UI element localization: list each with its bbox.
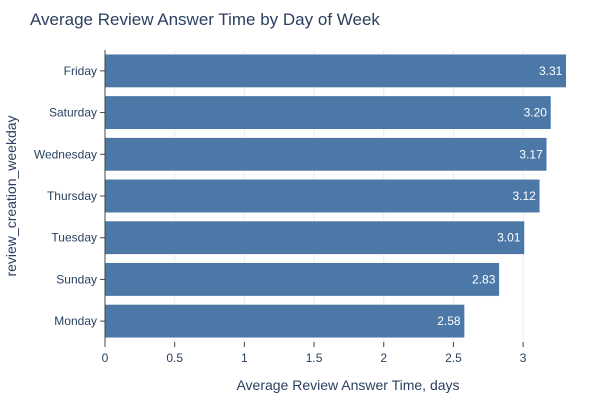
data-label: 2.58 (437, 314, 461, 328)
y-axis-title: review_creation_weekday (3, 115, 19, 276)
x-tick-label: 1 (241, 351, 248, 365)
bar-friday (104, 53, 567, 88)
data-label: 3.01 (497, 231, 521, 245)
bars (104, 53, 567, 339)
bar-monday (104, 304, 465, 339)
data-label: 3.17 (519, 147, 543, 161)
chart-title: Average Review Answer Time by Day of Wee… (30, 10, 380, 29)
data-labels: 3.31 3.20 3.17 3.12 3.01 2.83 2.58 (437, 64, 562, 328)
x-tick-label: 2 (380, 351, 387, 365)
y-tick-label: Saturday (49, 106, 97, 120)
y-tick-label: Monday (54, 314, 97, 328)
data-label: 3.31 (539, 64, 563, 78)
x-tick-label: 1.5 (306, 351, 323, 365)
y-tick-label: Sunday (56, 272, 97, 286)
y-tick-label: Friday (64, 64, 97, 78)
bar-sunday (104, 262, 500, 297)
bar-wednesday (104, 137, 548, 172)
bar-saturday (104, 95, 552, 130)
data-label: 2.83 (472, 272, 496, 286)
bar-thursday (104, 179, 541, 213)
y-tick-label: Thursday (47, 189, 97, 203)
y-tick-label: Wednesday (34, 147, 97, 161)
data-label: 3.12 (512, 189, 536, 203)
x-tick-label: 2.5 (445, 351, 462, 365)
bar-tuesday (104, 220, 525, 255)
x-tick-label: 3 (520, 351, 527, 365)
y-tick-label: Tuesday (51, 231, 97, 245)
y-axis-ticks: Friday Saturday Wednesday Thursday Tuesday Su… (34, 64, 105, 328)
x-tick-label: 0 (102, 351, 109, 365)
x-tick-label: 0.5 (166, 351, 183, 365)
data-label: 3.20 (524, 106, 548, 120)
x-axis-title: Average Review Answer Time, days (236, 377, 459, 393)
x-axis-ticks: 0 0.5 1 1.5 2 2.5 3 (102, 342, 527, 365)
